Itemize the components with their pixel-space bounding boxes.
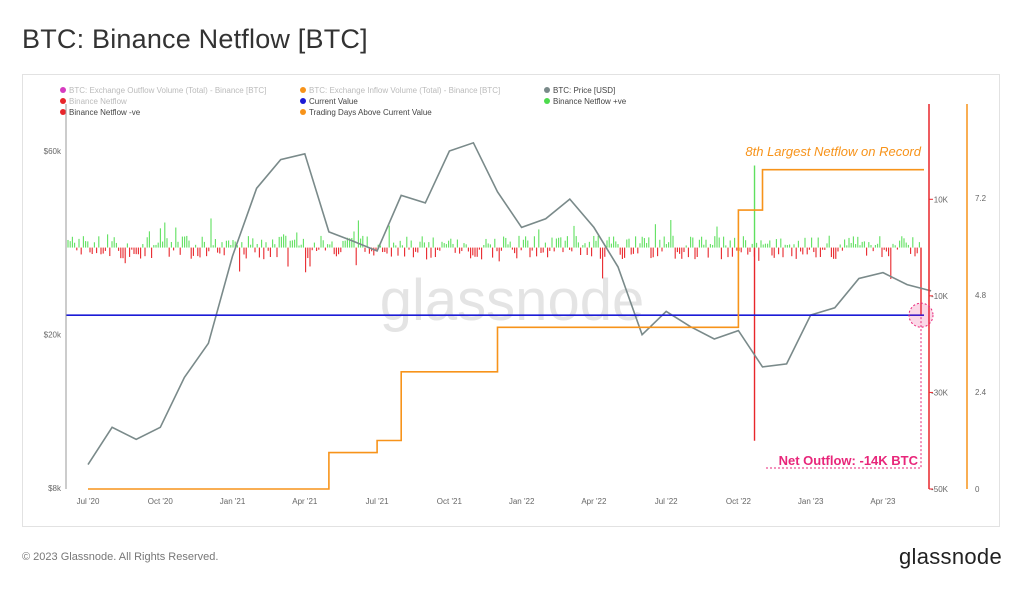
x-tick-label: Jan '21: [220, 497, 246, 506]
x-tick-label: Jan '23: [798, 497, 824, 506]
x-tick-label: Apr '23: [870, 497, 896, 506]
legend-dot-icon: [300, 98, 306, 104]
legend-dot-icon: [300, 109, 306, 115]
legend-item-netflow-negative[interactable]: Binance Netflow -ve: [60, 108, 140, 117]
legend-item-trading-days[interactable]: Trading Days Above Current Value: [300, 108, 432, 117]
legend-label: Binance Netflow: [69, 97, 127, 106]
price-tick-label: $20k: [44, 331, 62, 340]
legend-item-outflow[interactable]: BTC: Exchange Outflow Volume (Total) - B…: [60, 86, 266, 95]
legend-item-price[interactable]: BTC: Price [USD]: [544, 86, 615, 95]
legend-item-current-value[interactable]: Current Value: [300, 97, 358, 106]
x-tick-label: Jul '21: [366, 497, 389, 506]
legend-label: Current Value: [309, 97, 358, 106]
x-tick-label: Jul '22: [655, 497, 678, 506]
x-tick-label: Oct '22: [726, 497, 752, 506]
days-tick-label: 4.8: [975, 291, 987, 300]
legend-label: BTC: Exchange Inflow Volume (Total) - Bi…: [309, 86, 501, 95]
legend-dot-icon: [60, 109, 66, 115]
legend-label: Binance Netflow +ve: [553, 97, 627, 106]
legend-dot-icon: [60, 87, 66, 93]
legend-item-netflow[interactable]: Binance Netflow: [60, 97, 127, 106]
legend-dot-icon: [544, 98, 550, 104]
x-tick-label: Apr '21: [292, 497, 318, 506]
record-annotation: 8th Largest Netflow on Record: [745, 144, 921, 159]
page-title: BTC: Binance Netflow [BTC]: [22, 24, 368, 54]
watermark-text: glassnode: [380, 268, 644, 333]
legend-dot-icon: [300, 87, 306, 93]
x-tick-label: Jul '20: [77, 497, 100, 506]
x-tick-label: Oct '20: [148, 497, 174, 506]
glassnode-logo[interactable]: glassnode: [899, 544, 1002, 569]
netflow-tick-label: -50K: [931, 485, 949, 494]
outflow-annotation: Net Outflow: -14K BTC: [779, 453, 919, 468]
x-tick-label: Jan '22: [509, 497, 535, 506]
legend-label: BTC: Price [USD]: [553, 86, 616, 95]
price-tick-label: $8k: [48, 484, 62, 493]
netflow-tick-label: -10K: [931, 292, 949, 301]
x-tick-label: Apr '22: [581, 497, 607, 506]
x-tick-label: Oct '21: [437, 497, 463, 506]
trading-days-line: [88, 168, 924, 490]
legend-label: BTC: Exchange Outflow Volume (Total) - B…: [69, 86, 267, 95]
price-tick-label: $60k: [44, 147, 62, 156]
days-tick-label: 7.2: [975, 194, 987, 203]
chart-panel: [22, 74, 1000, 527]
days-tick-label: 0: [975, 485, 980, 494]
legend-dot-icon: [60, 98, 66, 104]
legend-item-inflow[interactable]: BTC: Exchange Inflow Volume (Total) - Bi…: [300, 86, 500, 95]
legend-label: Trading Days Above Current Value: [309, 108, 432, 117]
copyright-footer: © 2023 Glassnode. All Rights Reserved.: [22, 551, 219, 563]
days-tick-label: 2.4: [975, 388, 987, 397]
price-line: [87, 141, 932, 466]
legend-label: Binance Netflow -ve: [69, 108, 141, 117]
legend-item-netflow-positive[interactable]: Binance Netflow +ve: [544, 97, 626, 106]
legend-dot-icon: [544, 87, 550, 93]
netflow-tick-label: -30K: [931, 388, 949, 397]
current-value-highlight: [908, 302, 934, 328]
netflow-tick-label: 10K: [934, 195, 949, 204]
